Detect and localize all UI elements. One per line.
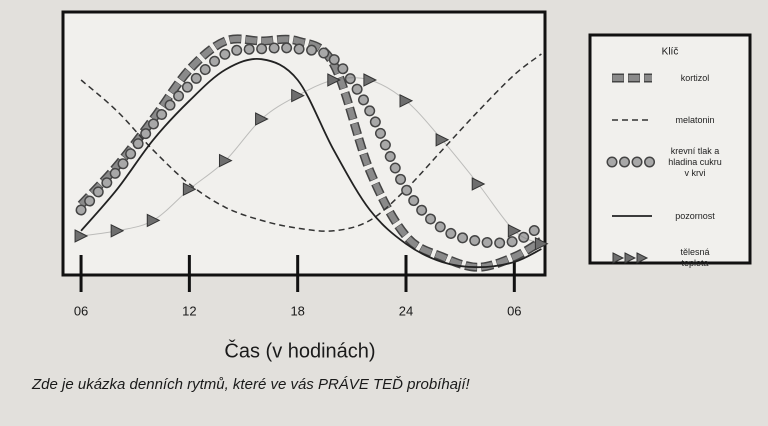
- triangle-marker: [399, 93, 414, 108]
- x-tick-label: 12: [182, 303, 196, 318]
- triangle-marker: [327, 73, 341, 87]
- legend-label-box: krevní tlak a hladina cukru v krvi: [668, 145, 722, 178]
- x-tick-label: 06: [74, 303, 88, 318]
- caption: Zde je ukázka denních rytmů, které ve vá…: [31, 376, 471, 393]
- series-line: [80, 53, 542, 232]
- legend-label: melatonin: [675, 114, 715, 125]
- legend-label-box: kortizol: [680, 72, 710, 83]
- legend-symbol: [636, 252, 649, 264]
- triangle-marker: [507, 223, 522, 238]
- legend-label-box: tělesná teplota: [680, 247, 710, 268]
- x-tick-label: 18: [290, 303, 304, 318]
- triangle-marker: [534, 236, 549, 251]
- series-line: [80, 57, 542, 269]
- triangle-marker: [435, 132, 450, 147]
- legend-label: pozornost: [675, 210, 715, 221]
- x-tick-label: 24: [399, 303, 413, 318]
- triangle-marker: [218, 153, 233, 168]
- legend-box: [588, 33, 752, 265]
- triangle-marker: [255, 112, 269, 126]
- legend-label: tělesná teplota: [680, 247, 710, 268]
- legend-symbol: [624, 252, 637, 264]
- legend-title: Klíč: [662, 47, 679, 58]
- legend-symbol: [612, 252, 625, 264]
- triangle-marker: [471, 177, 486, 191]
- triangle-marker: [146, 213, 161, 228]
- legend-label-box: pozornost: [675, 210, 715, 221]
- triangle-marker: [363, 73, 378, 87]
- triangle-marker: [182, 182, 197, 197]
- triangle-marker: [110, 223, 125, 238]
- legend-label: kortizol: [680, 72, 710, 83]
- x-tick-label: 06: [507, 303, 521, 318]
- series-line: [77, 43, 546, 247]
- triangle-marker: [74, 229, 89, 243]
- legend-label-box: melatonin: [675, 114, 715, 125]
- legend-label: krevní tlak a hladina cukru v krvi: [668, 145, 722, 178]
- triangle-marker: [291, 88, 305, 103]
- x-axis-label: Čas (v hodinách): [224, 339, 375, 362]
